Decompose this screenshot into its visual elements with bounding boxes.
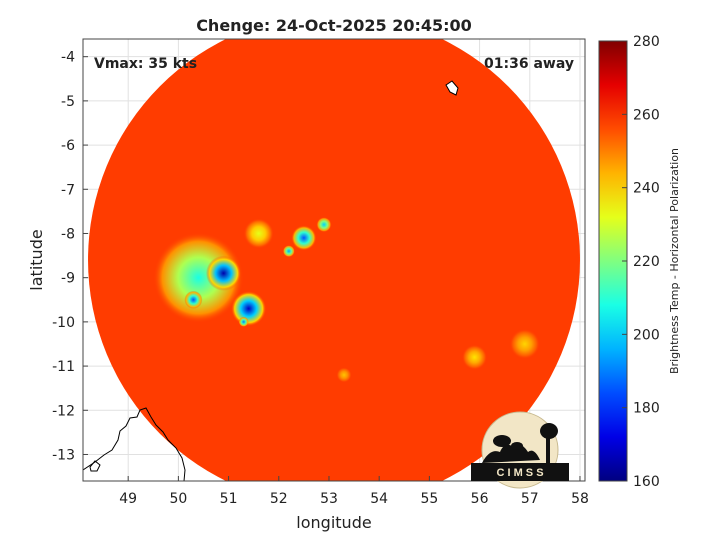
x-tick-label: 53	[320, 491, 338, 507]
time-away-annotation: 01:36 away	[484, 56, 574, 72]
colorbar-tick-label: 260	[633, 107, 660, 123]
y-tick-label: -5	[61, 94, 75, 110]
y-axis-label: latitude	[27, 229, 46, 290]
y-tick-label: -13	[52, 447, 75, 463]
convection-cell	[462, 344, 488, 370]
colorbar-tick-label: 280	[633, 34, 660, 50]
convection-cell	[336, 367, 352, 383]
convection-cell	[231, 291, 267, 327]
island-outline	[89, 460, 101, 472]
convection-cell	[291, 225, 317, 251]
logo-text: C I M S S	[496, 467, 543, 479]
y-tick-label: -11	[52, 359, 75, 375]
x-tick-label: 55	[420, 491, 438, 507]
y-tick-label: -12	[52, 403, 75, 419]
x-tick-label: 57	[521, 491, 539, 507]
swath-content	[153, 217, 540, 383]
convection-cell	[282, 245, 295, 258]
plot-frame	[82, 38, 586, 482]
convection-cell	[153, 232, 244, 323]
convection-cell	[316, 217, 332, 233]
vmax-annotation: Vmax: 35 kts	[94, 56, 197, 72]
madagascar-coastline	[83, 407, 186, 481]
x-tick-label: 49	[119, 491, 137, 507]
y-tick-label: -9	[61, 271, 75, 287]
colorbar-ticks: 280 260 240 220 200 180 160	[622, 34, 660, 490]
cimss-logo: C I M S S	[471, 411, 569, 489]
x-tick-label: 52	[270, 491, 288, 507]
convection-cell	[243, 218, 274, 249]
x-tick-label: 56	[471, 491, 489, 507]
convection-cell	[238, 316, 249, 327]
y-tick-label: -4	[61, 50, 75, 66]
colorbar-tick-label: 240	[633, 181, 660, 197]
colorbar-tick-label: 200	[633, 327, 660, 343]
y-axis: -4 -5 -6 -7 -8 -9 -10 -11 -12 -13	[52, 50, 88, 463]
y-tick-label: -10	[52, 315, 75, 331]
y-tick-label: -7	[61, 182, 75, 198]
x-tick-label: 54	[370, 491, 388, 507]
brightness-swath	[88, 39, 580, 481]
x-axis: 49 50 51 52 53 54 55 56 57 58	[119, 476, 589, 507]
convection-cell	[205, 255, 242, 291]
colorbar-tick-label: 160	[633, 474, 660, 490]
y-tick-label: -6	[61, 138, 75, 154]
colorbar-tick-label: 220	[633, 254, 660, 270]
x-tick-label: 58	[571, 491, 589, 507]
convection-cell	[184, 290, 203, 309]
x-tick-label: 51	[220, 491, 238, 507]
colorbar-label: Brightness Temp - Horizontal Polarizatio…	[668, 148, 681, 374]
x-tick-label: 50	[169, 491, 187, 507]
convection-cell	[509, 328, 540, 360]
small-island-outline	[445, 80, 459, 96]
colorbar-tick-label: 180	[633, 401, 660, 417]
colorbar: 280 260 240 220 200 180 160 Brightness Temp - …	[598, 34, 681, 490]
y-tick-label: -8	[61, 226, 75, 242]
x-axis-label: longitude	[296, 513, 371, 532]
chart-title: Chenge: 24-Oct-2025 20:45:00	[196, 16, 472, 35]
